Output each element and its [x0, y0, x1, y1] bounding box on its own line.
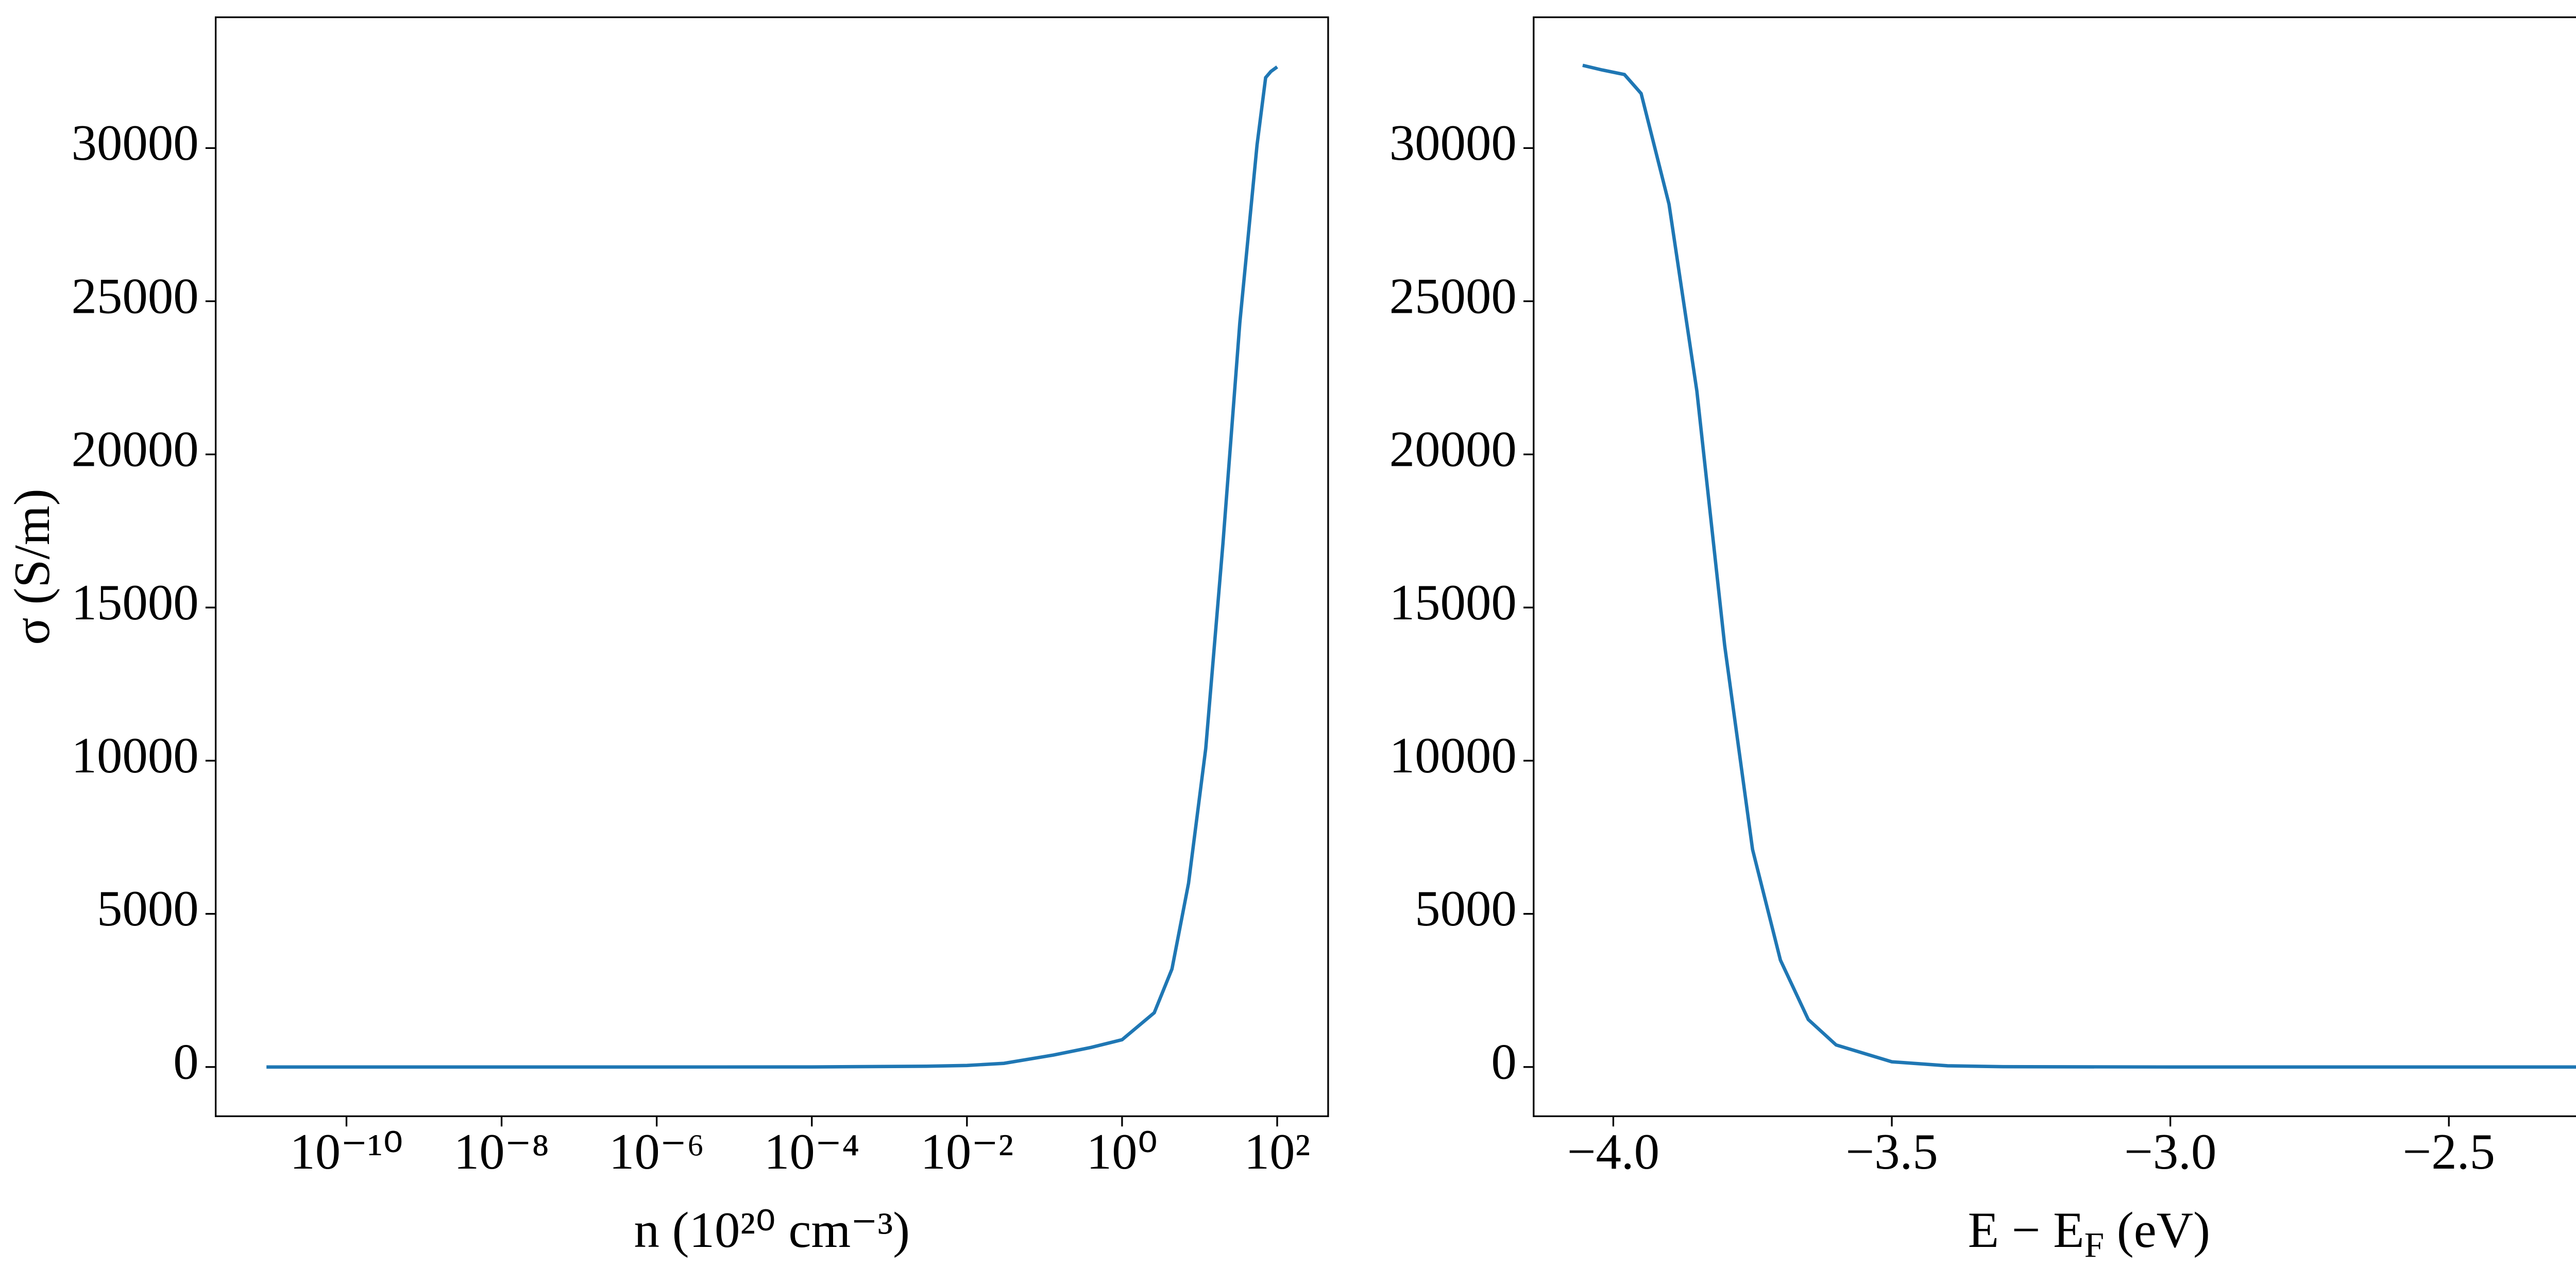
x-tick-label: −3.0 [2124, 1124, 2216, 1180]
x-axis-label-part: n (10²⁰ cm⁻³) [634, 1202, 910, 1258]
y-tick-label: 15000 [1389, 575, 1517, 631]
x-axis-label-part: F [2084, 1225, 2104, 1264]
y-tick-label: 30000 [72, 115, 199, 171]
x-tick-label: 10⁰ [1087, 1124, 1158, 1180]
x-tick-label: 10⁻² [920, 1124, 1013, 1180]
y-tick-label: 25000 [72, 268, 199, 324]
y-axis-label: σ (S/m) [4, 488, 60, 645]
x-tick-label: −3.5 [1845, 1124, 1938, 1180]
y-tick-label: 0 [173, 1034, 198, 1090]
y-tick-label: 25000 [1389, 268, 1517, 324]
y-tick-label: 0 [1491, 1034, 1516, 1090]
x-axis-label-part: E − E [1968, 1202, 2084, 1258]
plot-frame [215, 16, 1329, 1118]
y-tick-label: 15000 [72, 575, 199, 631]
y-tick-label: 5000 [97, 881, 199, 937]
y-tick-label: 10000 [1389, 728, 1517, 784]
x-tick-label: 10⁻⁸ [454, 1124, 550, 1180]
y-tick-label: 5000 [1415, 881, 1517, 937]
x-axis-label: E − EF (eV) [1968, 1202, 2210, 1265]
y-tick-label: 20000 [72, 421, 199, 478]
x-axis-label: n (10²⁰ cm⁻³) [634, 1202, 910, 1258]
data-line [1582, 63, 2576, 1069]
y-tick-label: 10000 [72, 728, 199, 784]
x-tick-label: 10⁻¹⁰ [290, 1124, 403, 1180]
x-tick-label: −4.0 [1567, 1124, 1659, 1180]
x-tick-label: −2.5 [2403, 1124, 2495, 1180]
y-tick-label: 20000 [1389, 421, 1517, 478]
x-tick-label: 10⁻⁴ [764, 1124, 860, 1180]
x-tick-label: 10² [1244, 1124, 1311, 1180]
data-line [266, 65, 1278, 1069]
plot-frame [1533, 16, 2576, 1118]
x-tick-label: 10⁻⁶ [609, 1124, 705, 1180]
x-axis-label-part: (eV) [2104, 1202, 2210, 1258]
y-tick-label: 30000 [1389, 115, 1517, 171]
